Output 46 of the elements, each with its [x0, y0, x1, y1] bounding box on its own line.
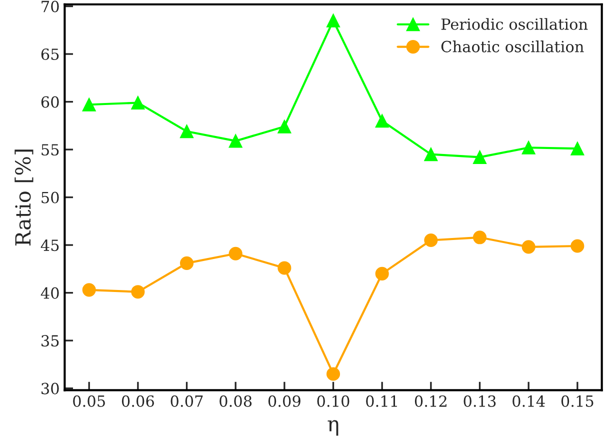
point	[82, 98, 96, 112]
x-tick-label: 0.12	[414, 395, 446, 407]
point	[522, 240, 536, 254]
point	[472, 230, 487, 244]
x-tick-label: 0.05	[73, 395, 105, 407]
x-tick-label: 0.14	[512, 395, 545, 407]
y-tick-label: 35	[42, 335, 59, 347]
y-tick-label: 60	[41, 96, 59, 108]
point	[228, 134, 242, 148]
point	[424, 148, 438, 162]
point	[82, 283, 96, 297]
legend-label: Periodic oscillation	[441, 18, 588, 30]
x-tick-label: 0.10	[317, 395, 350, 407]
x-tick-label: 0.11	[366, 395, 397, 407]
y-tick-label: 40	[40, 287, 59, 299]
point	[570, 239, 584, 253]
point	[131, 285, 145, 299]
x-tick-label: 0.15	[561, 395, 594, 407]
point	[180, 124, 194, 138]
x-axis-title: η	[328, 420, 338, 436]
point	[424, 234, 438, 248]
point	[472, 150, 487, 164]
y-tick-label: 45	[40, 240, 59, 252]
y-tick-label: 50	[42, 192, 59, 204]
point	[131, 96, 145, 110]
point	[228, 246, 242, 260]
y-axis-title: Ratio [%]	[14, 150, 34, 246]
x-tick-label: 0.13	[464, 395, 496, 407]
y-tick-label: 70	[42, 0, 59, 12]
x-tick-label: 0.07	[170, 395, 203, 407]
point	[326, 367, 340, 381]
point	[278, 120, 292, 134]
y-tick-label: 55	[42, 144, 59, 156]
x-tick-label: 0.08	[220, 395, 252, 407]
point	[278, 261, 292, 275]
x-tick-label: 0.06	[122, 395, 154, 407]
point	[570, 142, 584, 156]
y-tick-label: 30	[42, 382, 59, 394]
legend-label: Chaotic oscillation	[441, 40, 584, 52]
y-tick-label: 65	[41, 48, 59, 60]
point	[180, 256, 194, 270]
point	[375, 114, 389, 128]
x-tick-label: 0.09	[268, 395, 300, 407]
point	[522, 140, 536, 154]
point	[375, 266, 389, 280]
point	[326, 14, 340, 28]
